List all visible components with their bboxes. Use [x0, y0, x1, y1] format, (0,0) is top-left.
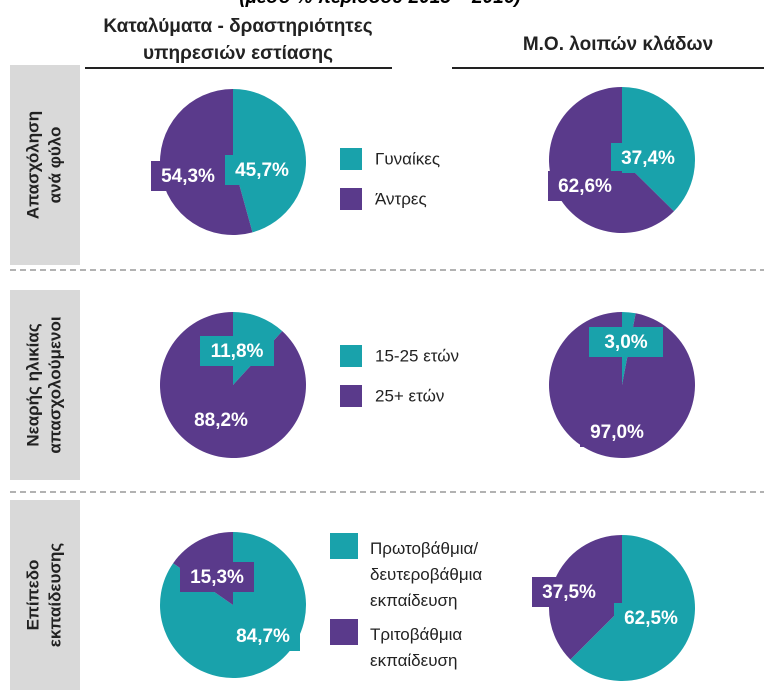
legend-label: 25+ ετών	[375, 386, 444, 405]
value-label: 62,5%	[624, 608, 678, 629]
column-header: υπηρεσιών εστίασης	[143, 43, 333, 64]
column-header: Καταλύματα - δραστηριότητες	[103, 16, 372, 37]
value-label: 3,0%	[604, 332, 647, 353]
value-label: 11,8%	[211, 341, 264, 362]
value-label: 88,2%	[194, 410, 248, 431]
pie-slice	[159, 312, 306, 458]
legend-label: 15-25 ετών	[375, 346, 459, 365]
value-label: 84,7%	[236, 626, 290, 647]
value-label-box	[611, 143, 685, 173]
column-header: Μ.Ο. λοιπών κλάδων	[523, 34, 713, 55]
row-label-box	[10, 500, 80, 690]
value-label-box	[226, 621, 300, 651]
legend-label: Τριτοβάθμια εκπαίδευση	[370, 625, 462, 670]
value-label: 62,6%	[558, 176, 612, 197]
legend-swatch	[340, 385, 362, 407]
value-label-box	[151, 161, 225, 191]
value-label-box	[225, 155, 299, 185]
value-label-box	[184, 405, 258, 435]
row-label: απασχολούμενοι	[45, 316, 64, 453]
value-label-box	[200, 336, 274, 366]
legend-swatch	[330, 533, 358, 559]
value-label-box	[532, 577, 606, 607]
value-label-box	[180, 562, 254, 592]
row-label: ανά φύλο	[45, 127, 64, 204]
value-label: 37,5%	[542, 582, 596, 603]
value-label-box	[548, 171, 622, 201]
value-label: 97,0%	[590, 422, 644, 443]
title: (μέσο % περιόδου 2015 – 2016)	[239, 0, 520, 8]
legend-label: Άντρες	[375, 189, 427, 208]
legend-label: Πρωτοβάθμια/δευτεροβάθμια εκπαίδευση	[370, 539, 482, 610]
value-label: 45,7%	[235, 160, 289, 181]
row-label: Επίπεδο	[23, 560, 42, 631]
value-label-box	[580, 417, 654, 447]
legend-label: Γυναίκες	[375, 149, 440, 168]
value-label-box	[589, 327, 663, 357]
value-label: 37,4%	[621, 148, 675, 169]
value-label-box	[614, 603, 688, 633]
row-label: Νεαρής ηλικίας	[23, 323, 42, 446]
row-label-box	[10, 65, 80, 265]
legend-swatch	[330, 619, 358, 645]
legend-swatch	[340, 345, 362, 367]
value-label: 54,3%	[161, 166, 215, 187]
row-label-box	[10, 290, 80, 480]
row-label: Απασχόληση	[23, 111, 42, 219]
legend-swatch	[340, 188, 362, 210]
row-label: εκπαίδευσης	[45, 543, 64, 648]
value-label: 15,3%	[190, 567, 244, 588]
legend-swatch	[340, 148, 362, 170]
